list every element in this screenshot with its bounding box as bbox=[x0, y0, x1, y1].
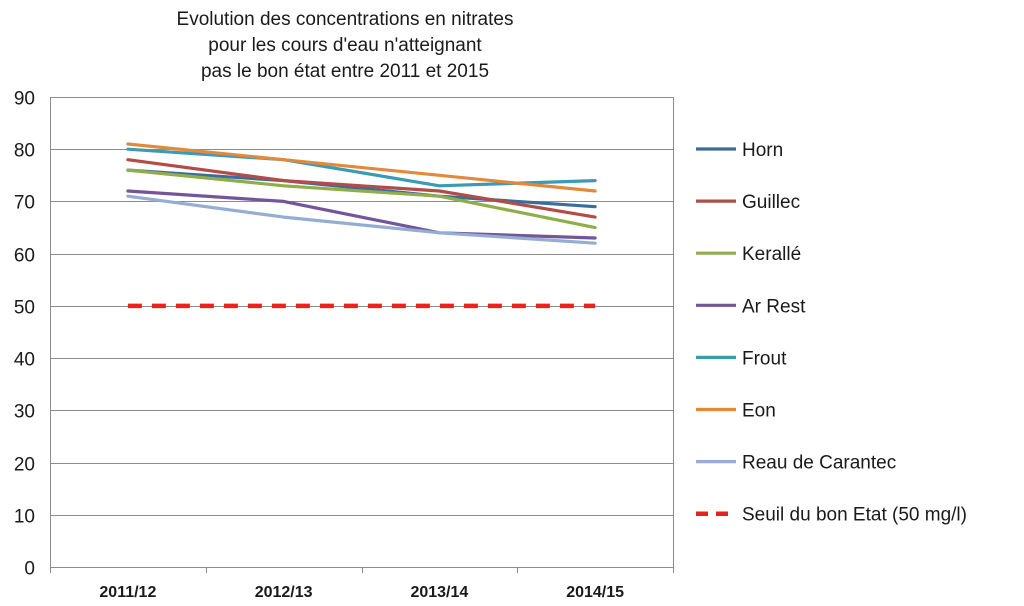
series-line bbox=[126, 168, 597, 230]
legend-label: Frout bbox=[742, 348, 787, 369]
y-tick-label: 70 bbox=[14, 193, 35, 214]
y-tick-label: 30 bbox=[14, 402, 35, 423]
series-line bbox=[126, 189, 597, 240]
y-axis-ticks: 0 10 20 30 40 50 60 70 80 90 bbox=[14, 89, 35, 580]
chart-title-line-2: pour les cours d'eau n'atteignant bbox=[208, 35, 482, 56]
y-tick-label: 50 bbox=[14, 298, 35, 319]
legend-label: Kerallé bbox=[742, 244, 801, 265]
series-line bbox=[126, 142, 597, 193]
series-line bbox=[126, 168, 597, 209]
series-lines bbox=[126, 142, 597, 309]
x-tick-label: 2011/12 bbox=[99, 584, 156, 601]
axes bbox=[50, 97, 674, 573]
y-tick-label: 20 bbox=[14, 455, 35, 476]
y-tick-label: 40 bbox=[14, 350, 35, 371]
legend-label: Seuil du bon Etat (50 mg/l) bbox=[742, 505, 967, 526]
legend-label: Guillec bbox=[742, 192, 800, 213]
legend-label: Ar Rest bbox=[742, 296, 806, 317]
series-line bbox=[126, 194, 597, 245]
chart-title: Evolution des concentrations en nitrates… bbox=[177, 9, 514, 82]
x-axis-ticks: 2011/12 2012/13 2013/14 2014/15 bbox=[99, 584, 624, 601]
y-tick-label: 80 bbox=[14, 141, 35, 162]
chart-title-line-1: Evolution des concentrations en nitrates bbox=[177, 9, 514, 30]
y-tick-label: 0 bbox=[24, 559, 35, 580]
chart-title-line-3: pas le bon état entre 2011 et 2015 bbox=[201, 61, 489, 82]
series-line bbox=[126, 158, 597, 219]
legend-label: Reau de Carantec bbox=[742, 453, 896, 474]
y-tick-label: 10 bbox=[14, 507, 35, 528]
x-tick-label: 2014/15 bbox=[566, 584, 624, 601]
y-tick-label: 90 bbox=[14, 89, 35, 110]
x-tick-label: 2012/13 bbox=[255, 584, 313, 601]
legend: Horn Guillec Kerallé Ar Rest Frout Eon Reau de… bbox=[696, 140, 967, 526]
legend-label: Eon bbox=[742, 401, 776, 422]
legend-label: Horn bbox=[742, 140, 783, 161]
y-tick-label: 60 bbox=[14, 246, 35, 267]
x-tick-label: 2013/14 bbox=[410, 584, 468, 601]
